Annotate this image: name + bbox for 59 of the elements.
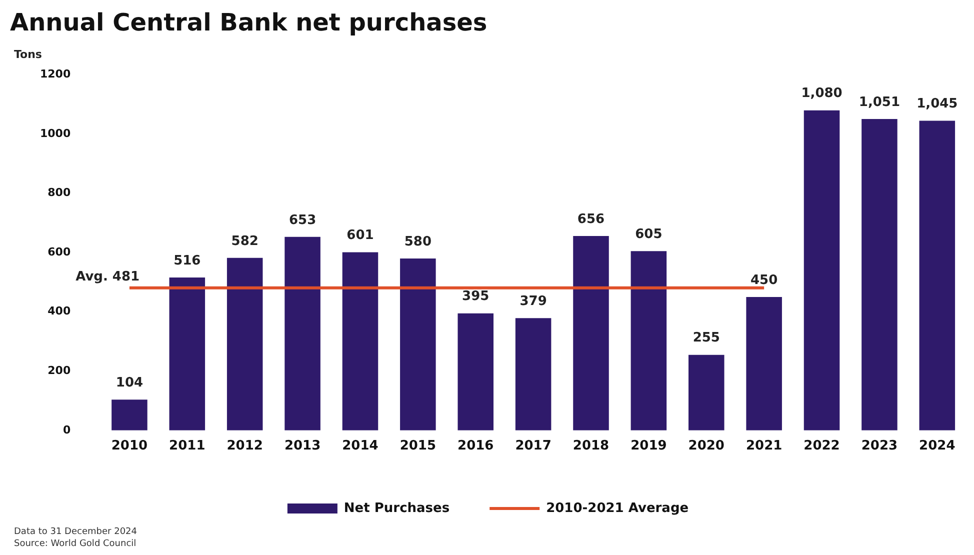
bar <box>112 400 148 430</box>
y-tick-label: 800 <box>48 186 71 200</box>
bar <box>515 318 552 430</box>
y-tick-label: 400 <box>48 304 71 318</box>
legend-label: Net Purchases <box>344 500 450 516</box>
data-label: 255 <box>692 330 720 346</box>
x-tick-label: 2023 <box>861 438 898 454</box>
data-label: 516 <box>174 253 201 268</box>
x-tick-label: 2021 <box>746 438 782 454</box>
x-tick-label: 2018 <box>572 438 610 454</box>
x-tick-label: 2019 <box>630 438 667 454</box>
bar <box>169 277 206 430</box>
data-label: 450 <box>750 272 778 288</box>
legend-label: 2010-2021 Average <box>546 500 689 516</box>
y-axis-title: Tons <box>14 48 42 62</box>
chart-title: Annual Central Bank net purchases <box>10 8 488 37</box>
bar <box>862 118 898 430</box>
x-tick-label: 2011 <box>169 438 206 454</box>
y-tick-label: 0 <box>62 423 71 436</box>
data-label: 395 <box>462 289 490 304</box>
y-tick-label: 200 <box>48 364 71 377</box>
bar <box>400 258 436 430</box>
x-tick-label: 2024 <box>919 438 956 454</box>
x-tick-label: 2022 <box>804 438 840 454</box>
x-tick-label: 2015 <box>400 438 436 454</box>
annotation: Avg. 481 <box>76 270 140 285</box>
bar <box>573 236 609 430</box>
data-label: 580 <box>404 234 432 250</box>
bar <box>919 120 956 430</box>
data-label: 656 <box>577 212 605 227</box>
x-tick-label: 2020 <box>688 438 724 454</box>
y-tick-label: 1200 <box>40 68 71 81</box>
source-note: Source: World Gold Council <box>14 538 136 549</box>
bar <box>804 110 840 430</box>
data-label: 104 <box>116 375 144 390</box>
data-label: 1,045 <box>916 96 958 112</box>
data-label: 1,080 <box>801 86 842 102</box>
y-tick-label: 600 <box>48 245 71 258</box>
data-label: 1,051 <box>858 94 900 110</box>
bar <box>284 236 320 430</box>
bar <box>630 251 667 430</box>
bar <box>226 258 263 430</box>
data-label: 601 <box>346 228 374 244</box>
text: Data to 31 December 2024 <box>14 526 138 537</box>
x-tick-label: 2013 <box>284 438 321 454</box>
x-tick-label: 2016 <box>458 438 494 454</box>
x-tick-label: 2017 <box>515 438 552 454</box>
data-label: 605 <box>635 226 662 242</box>
bar <box>458 313 494 430</box>
x-tick-label: 2014 <box>342 438 378 454</box>
data-label: 379 <box>520 294 547 309</box>
data-label: 582 <box>231 234 258 249</box>
x-tick-label: 2010 <box>111 438 148 454</box>
x-tick-label: 2012 <box>226 438 263 454</box>
y-tick-label: 1000 <box>40 126 71 140</box>
bar <box>342 252 378 430</box>
bar <box>688 354 724 430</box>
bar <box>746 297 782 430</box>
data-label: 653 <box>288 212 316 228</box>
